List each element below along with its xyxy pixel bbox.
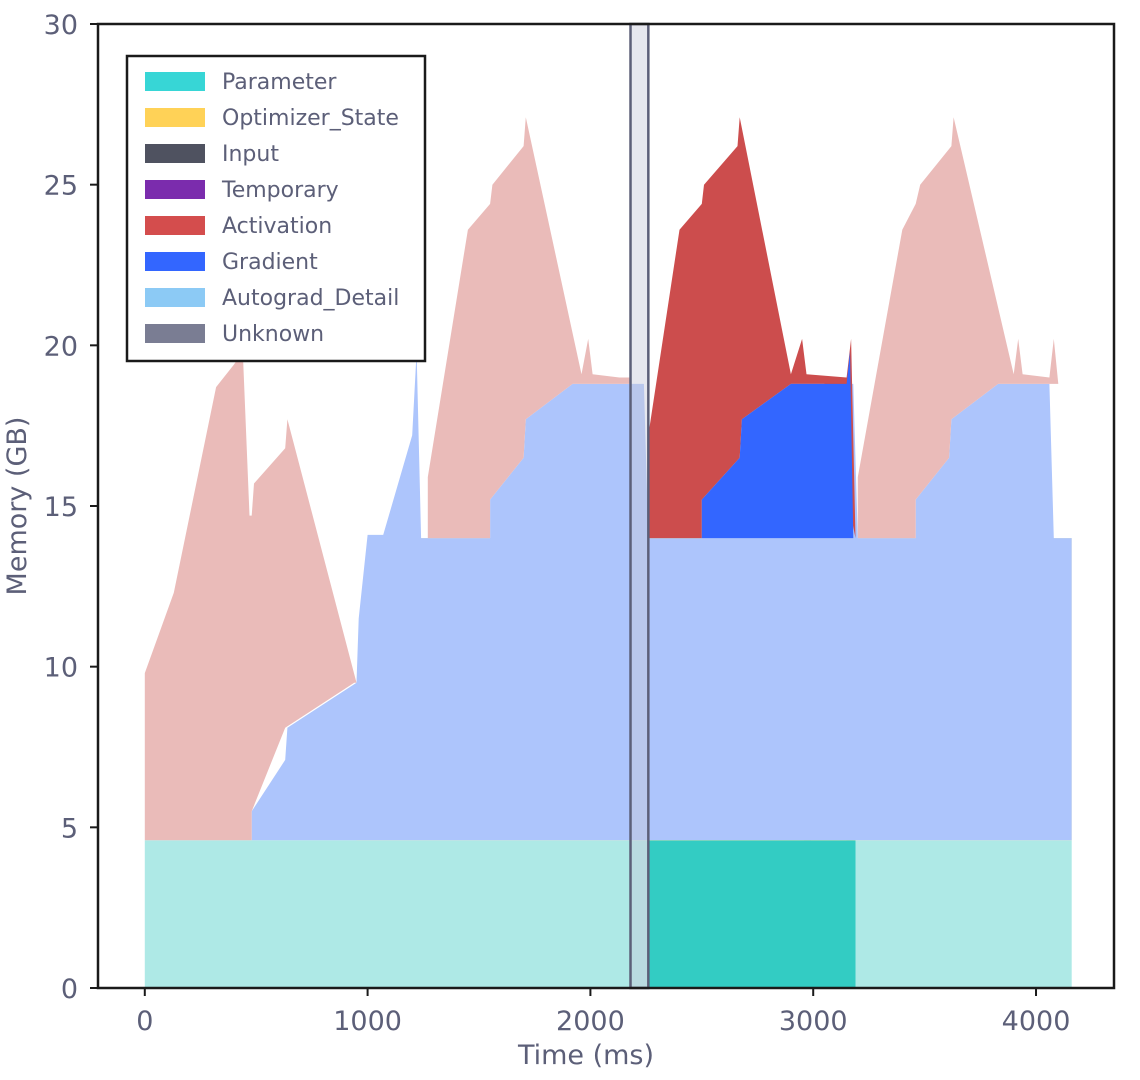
legend-label: Activation [222, 214, 332, 239]
legend-swatch [145, 108, 205, 127]
series-area-6 [427, 117, 631, 539]
highlight-layer [629, 22, 650, 990]
x-axis-title: Time (ms) [517, 1040, 654, 1071]
y-tick-label: 5 [61, 813, 78, 844]
legend-label: Autograd_Detail [222, 286, 399, 311]
y-tick-label: 15 [44, 492, 78, 523]
y-tick-label: 10 [44, 653, 78, 684]
legend-label: Gradient [222, 250, 318, 275]
legend-swatch [145, 144, 205, 163]
series-area-0 [144, 840, 1072, 988]
legend-swatch [145, 288, 205, 307]
y-tick-label: 0 [61, 974, 78, 1005]
legend-swatch [145, 180, 205, 199]
legend-label: Input [222, 142, 279, 167]
legend-label: Unknown [222, 322, 324, 347]
legend-label: Parameter [222, 70, 337, 95]
legend-swatch [145, 324, 205, 343]
series-area-8 [701, 351, 856, 539]
series-area-1 [648, 808, 856, 988]
series-area-5 [144, 351, 357, 841]
x-tick-label: 0 [136, 1006, 153, 1037]
legend-label: Optimizer_State [222, 106, 399, 131]
series-area-7 [648, 117, 856, 539]
legend-box [125, 54, 427, 363]
y-axis-title: Memory (GB) [2, 417, 33, 596]
y-tick-label: 30 [44, 10, 78, 41]
highlight-band[interactable] [629, 22, 650, 990]
series-area-9 [857, 117, 1059, 539]
x-tick-label: 3000 [779, 1006, 848, 1037]
series-layer [144, 117, 1072, 988]
legend-swatch [145, 216, 205, 235]
axes-layer: 0 1000 2000 3000 4000 0 5 10 15 20 25 30 [44, 10, 1116, 1037]
legend-swatch [145, 72, 205, 91]
x-tick-label: 2000 [556, 1006, 625, 1037]
legend-label: Temporary [221, 178, 339, 203]
legend-swatch [145, 252, 205, 271]
y-tick-label: 25 [44, 171, 78, 202]
x-tick-label: 1000 [333, 1006, 402, 1037]
series-area-4 [251, 351, 1072, 841]
x-tick-label: 4000 [1002, 1006, 1071, 1037]
legend: Parameter Optimizer_State Input Temporary Ac… [125, 54, 427, 363]
y-tick-label: 20 [44, 331, 78, 362]
